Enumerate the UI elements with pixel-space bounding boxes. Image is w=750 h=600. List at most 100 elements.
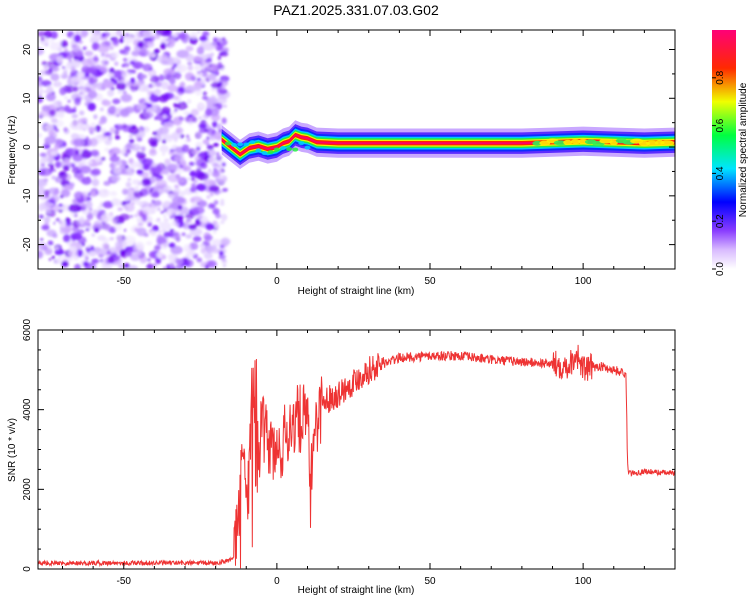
noise-blob	[70, 232, 83, 240]
noise-blob	[176, 127, 184, 134]
noise-blob	[185, 212, 195, 220]
noise-blob	[117, 238, 124, 245]
noise-blob	[55, 218, 61, 222]
noise-blob	[43, 216, 51, 223]
noise-blob	[87, 244, 91, 248]
noise-blob	[216, 96, 228, 105]
noise-blob	[220, 213, 228, 221]
noise-blob	[190, 31, 198, 40]
noise-blob	[61, 261, 69, 268]
noise-blob	[207, 203, 216, 209]
noise-blob	[73, 34, 82, 43]
noise-blob	[80, 31, 87, 39]
noise-blob	[114, 135, 121, 140]
signal-bead	[532, 140, 543, 146]
noise-blob	[55, 161, 62, 169]
noise-blob	[170, 145, 175, 150]
spectrogram-frame	[37, 29, 676, 270]
noise-blob	[174, 184, 179, 188]
noise-blob	[68, 249, 79, 258]
noise-blob	[100, 213, 114, 222]
noise-blob	[51, 255, 56, 259]
noise-blob	[58, 203, 64, 207]
noise-blob	[74, 213, 78, 218]
noise-blob	[222, 187, 228, 192]
signal-bead	[304, 145, 311, 150]
x-tick-label: 50	[424, 576, 436, 587]
noise-blob	[194, 220, 202, 227]
noise-blob	[86, 212, 94, 220]
noise-blob	[90, 122, 96, 126]
noise-blob	[70, 76, 81, 84]
noise-blob	[55, 128, 59, 133]
noise-blob	[176, 211, 181, 215]
noise-blob	[204, 234, 213, 242]
noise-blob	[177, 204, 183, 211]
noise-blob	[92, 82, 99, 87]
noise-blob	[101, 99, 112, 107]
signal-bead	[292, 147, 299, 152]
noise-blob	[104, 147, 110, 152]
noise-blob	[104, 131, 112, 137]
noise-blob	[111, 197, 120, 206]
noise-blob	[213, 44, 218, 49]
noise-blob	[94, 124, 102, 133]
noise-blob	[38, 250, 44, 259]
noise-blob	[208, 185, 220, 192]
noise-blob	[220, 238, 231, 246]
spectrogram-ylabel: Frequency (Hz)	[7, 116, 18, 185]
noise-blob	[113, 69, 122, 79]
figure-title: PAZ1.2025.331.07.03.G02	[273, 2, 439, 18]
noise-blob	[183, 111, 190, 116]
noise-blob	[216, 126, 222, 131]
noise-blob	[82, 46, 87, 51]
noise-blob	[176, 258, 184, 266]
noise-blob	[115, 30, 123, 37]
noise-blob	[91, 178, 100, 187]
noise-blob	[167, 193, 174, 199]
signal-bead	[267, 150, 274, 155]
noise-blob	[210, 82, 221, 89]
noise-blob	[109, 67, 115, 74]
noise-blob	[188, 225, 191, 229]
noise-blob	[87, 192, 91, 196]
noise-blob	[148, 43, 155, 48]
noise-blob	[63, 234, 71, 243]
noise-blob	[100, 242, 109, 251]
noise-blob	[60, 220, 67, 228]
noise-blob	[107, 89, 115, 97]
noise-blob	[136, 201, 143, 206]
noise-blob	[118, 263, 125, 269]
noise-blob	[38, 178, 48, 187]
noise-blob	[56, 100, 62, 107]
noise-blob	[81, 65, 91, 73]
noise-blob	[152, 225, 159, 232]
noise-blob	[122, 57, 128, 62]
noise-blob	[140, 74, 147, 79]
noise-blob	[112, 219, 117, 225]
noise-blob	[149, 94, 160, 102]
noise-blob	[169, 148, 175, 153]
noise-blob	[86, 196, 92, 202]
noise-blob	[38, 89, 43, 96]
noise-blob	[132, 61, 144, 69]
noise-blob	[127, 178, 132, 181]
noise-blob	[140, 146, 146, 152]
noise-blob	[216, 41, 221, 45]
noise-blob	[212, 170, 220, 178]
noise-blob	[187, 120, 194, 126]
noise-blob	[136, 169, 144, 175]
noise-blob	[152, 76, 160, 82]
noise-blob	[118, 105, 123, 109]
noise-blob	[197, 30, 200, 34]
noise-blob	[150, 165, 163, 174]
noise-blob	[151, 210, 156, 214]
noise-blob	[158, 112, 164, 116]
noise-blob	[134, 227, 139, 232]
noise-blob	[110, 191, 118, 197]
noise-blob	[139, 255, 148, 264]
colorbar-label: Normalized spectral amplitude	[738, 82, 749, 217]
noise-blob	[221, 47, 229, 53]
signal-bead	[224, 141, 231, 146]
noise-blob	[151, 199, 155, 204]
